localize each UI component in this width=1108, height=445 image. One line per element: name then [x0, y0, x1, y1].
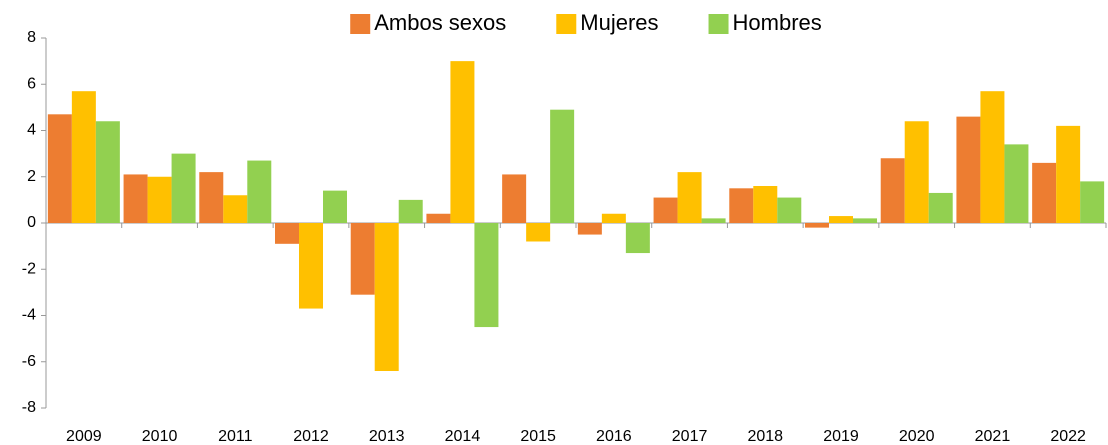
x-tick-label: 2011: [218, 428, 253, 445]
y-tick-label: 2: [27, 168, 36, 185]
bar: [928, 192, 953, 223]
y-tick-label: 0: [27, 214, 36, 231]
x-tick-label: 2010: [142, 428, 178, 445]
bar: [701, 218, 726, 223]
x-tick-label: 2012: [293, 428, 329, 445]
x-tick-label: 2014: [445, 428, 481, 445]
bar: [474, 223, 499, 328]
bar: [199, 172, 224, 223]
bar: [526, 223, 551, 242]
bar: [275, 223, 299, 244]
bar: [904, 121, 929, 223]
legend-label: Ambos sexos: [374, 10, 506, 35]
bar: [1056, 125, 1081, 223]
x-tick-label: 2013: [369, 428, 405, 445]
y-tick-label: -6: [22, 353, 36, 370]
bar: [171, 153, 196, 223]
bar: [1004, 144, 1029, 223]
bar: [829, 216, 853, 223]
legend-label: Mujeres: [580, 10, 658, 35]
bar: [299, 223, 323, 309]
x-tick-label: 2016: [596, 428, 632, 445]
bar: [123, 174, 148, 223]
x-tick-label: 2009: [66, 428, 102, 445]
bar: [323, 190, 347, 223]
bar: [426, 213, 451, 223]
bar: [247, 160, 272, 223]
bar: [677, 172, 702, 223]
legend-swatch: [350, 14, 371, 34]
legend-swatch: [708, 14, 729, 34]
bar: [956, 116, 981, 223]
bar: [805, 223, 829, 228]
x-tick-label: 2020: [899, 428, 935, 445]
bar: [550, 109, 575, 223]
bar: [47, 114, 72, 223]
bar: [1032, 162, 1057, 223]
y-tick-label: -8: [22, 399, 36, 416]
bar: [777, 197, 802, 223]
x-tick-label: 2022: [1050, 428, 1086, 445]
bar: [95, 121, 120, 223]
x-tick-label: 2021: [975, 428, 1011, 445]
y-tick-label: -4: [22, 307, 36, 324]
bar: [350, 223, 375, 295]
bar: [729, 188, 754, 223]
bar: [374, 223, 399, 371]
y-tick-label: -2: [22, 260, 36, 277]
x-tick-label: 2015: [520, 428, 556, 445]
bar: [853, 218, 877, 223]
bar: [147, 176, 172, 223]
x-tick-label: 2017: [672, 428, 708, 445]
legend-label: Hombres: [733, 10, 822, 35]
bar: [223, 195, 248, 223]
bar: [577, 223, 602, 235]
bar: [980, 91, 1005, 223]
bar: [71, 91, 96, 223]
bar: [398, 199, 423, 223]
y-tick-label: 4: [27, 122, 36, 139]
y-tick-label: 6: [27, 75, 36, 92]
bar: [601, 213, 626, 223]
bar: [450, 61, 475, 223]
bar: [653, 197, 678, 223]
legend-swatch: [556, 14, 577, 34]
bar: [753, 186, 778, 223]
bar: [880, 158, 905, 223]
y-tick-label: 8: [27, 29, 36, 46]
x-tick-label: 2019: [823, 428, 859, 445]
bar: [1080, 181, 1105, 223]
bar: [625, 223, 650, 254]
bar: [502, 174, 527, 223]
x-tick-label: 2018: [747, 428, 783, 445]
